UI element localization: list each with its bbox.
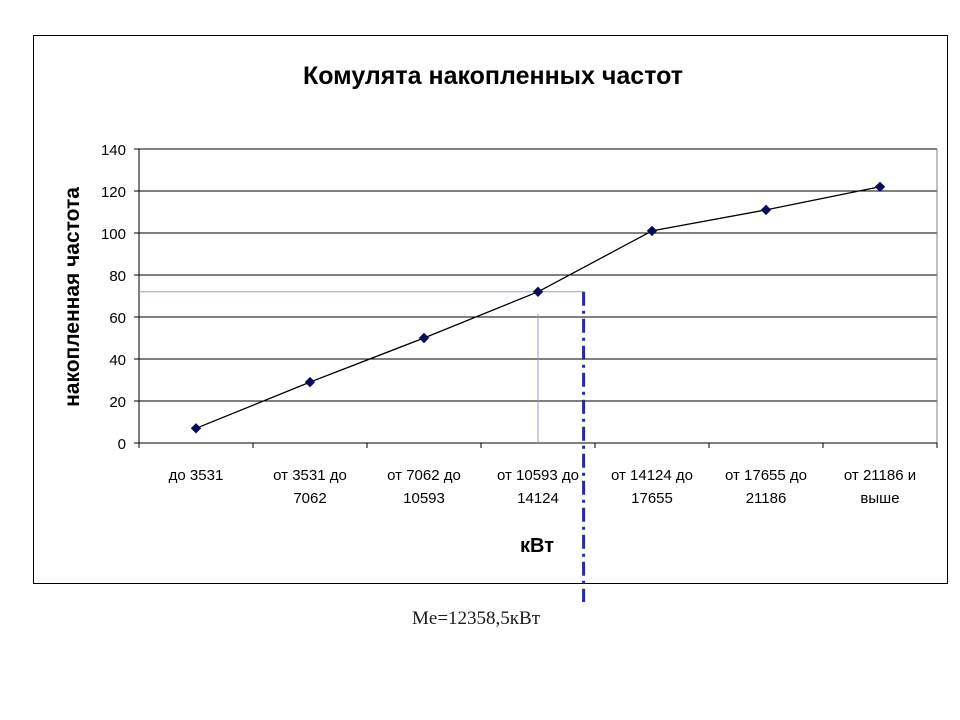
y-axis-label: накопленная частота	[61, 187, 84, 407]
y-tick-label: 120	[101, 184, 126, 201]
data-point-marker	[532, 286, 544, 298]
y-tick-label: 60	[109, 310, 126, 327]
y-tick-label: 0	[118, 436, 126, 453]
x-tick-label: от 10593 до 14124	[497, 467, 579, 507]
x-tick-label: от 3531 до 7062	[273, 467, 347, 507]
data-point-marker	[874, 181, 886, 193]
data-point-marker	[760, 204, 772, 216]
data-point-marker	[418, 332, 430, 344]
y-tick-label: 140	[101, 142, 126, 159]
x-tick-labels: до 3531 от 3531 до 7062 от 7062 до 10593 от 1…	[169, 467, 916, 507]
axes	[134, 148, 938, 448]
x-tick-label: от 21186 и выше	[844, 467, 916, 507]
data-point-marker	[646, 225, 658, 237]
chart-frame	[33, 35, 948, 584]
y-tick-labels: 0 20 40 60 80 100 120 140	[101, 142, 126, 453]
median-guides	[139, 291, 586, 602]
y-tick-label: 100	[101, 226, 126, 243]
y-tick-label: 80	[109, 268, 126, 285]
x-tick-label: от 17655 до 21186	[725, 467, 807, 507]
median-label: Me=12358,5кВт	[412, 608, 540, 629]
y-tick-label: 20	[109, 394, 126, 411]
x-tick-label: от 7062 до 10593	[387, 467, 461, 507]
x-tick-label: до 3531	[169, 467, 224, 484]
series-markers	[190, 181, 886, 434]
x-axis-label: кВт	[520, 535, 554, 557]
x-tick-label: от 14124 до 17655	[611, 467, 693, 507]
data-point-marker	[304, 376, 316, 388]
data-point-marker	[190, 423, 202, 434]
chart-title: Комулята накопленных частот	[303, 62, 683, 90]
y-tick-label: 40	[109, 352, 126, 369]
